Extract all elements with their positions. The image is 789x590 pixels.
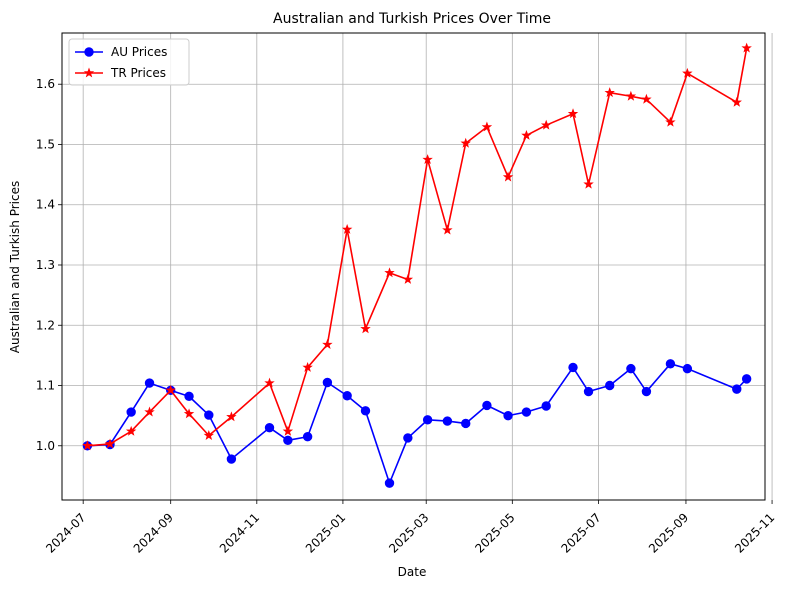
data-point-tr [282, 425, 294, 436]
legend: AU Prices TR Prices [68, 38, 190, 86]
data-point-au [568, 362, 578, 373]
legend-marker-tr [83, 67, 95, 78]
data-point-au [322, 377, 333, 388]
data-point-tr [567, 108, 579, 119]
data-point-au [461, 418, 471, 429]
data-point-tr [741, 42, 752, 53]
data-point-au [682, 363, 693, 374]
data-point-au [226, 454, 237, 464]
data-point-tr [183, 408, 195, 419]
data-point-au [342, 391, 352, 401]
data-point-tr [604, 87, 615, 98]
data-point-au [384, 478, 395, 488]
data-point-au [583, 386, 594, 397]
data-point-tr [144, 406, 155, 417]
chart-title: Australian and Turkish Prices Over Time [273, 11, 551, 27]
y-tick-label: 1.5 [36, 137, 55, 151]
plot-area [61, 32, 773, 501]
data-point-tr [442, 224, 453, 235]
data-point-tr [625, 90, 637, 101]
data-point-au [626, 363, 636, 374]
y-tick-label: 1.6 [36, 77, 55, 91]
data-point-au [541, 401, 551, 411]
data-point-tr [341, 223, 353, 234]
data-point-tr [264, 377, 275, 388]
data-point-au [403, 433, 413, 443]
data-point-tr [731, 96, 742, 107]
y-axis-label: Australian and Turkish Prices [8, 181, 22, 353]
y-tick-label: 1.0 [36, 439, 55, 453]
y-tick-label: 1.2 [36, 318, 55, 332]
data-point-au [144, 378, 155, 388]
legend-label-tr: TR Prices [110, 66, 166, 80]
data-point-au [283, 435, 293, 446]
y-tick-label: 1.1 [36, 379, 55, 393]
data-point-au [204, 410, 214, 420]
data-point-au [732, 384, 742, 394]
data-point-tr [682, 67, 693, 78]
legend-item-tr: TR Prices [75, 66, 166, 80]
data-point-tr [322, 339, 333, 349]
data-point-tr [402, 273, 414, 284]
data-point-au [360, 406, 371, 416]
data-point-au [521, 407, 532, 417]
legend-marker-au [84, 47, 94, 57]
data-point-au [264, 422, 275, 433]
data-point-tr [360, 323, 371, 334]
data-point-au [741, 374, 752, 384]
data-point-tr [481, 121, 493, 132]
y-axis: 1.0 1.1 1.2 1.3 1.4 1.5 1.6 [36, 77, 62, 453]
y-tick-label: 1.4 [36, 198, 55, 212]
data-point-tr [521, 129, 532, 140]
data-point-tr [165, 384, 176, 395]
data-point-au [665, 359, 676, 369]
grid [62, 33, 773, 500]
series-tr [82, 42, 752, 451]
data-point-tr [302, 361, 313, 372]
plot-frame [61, 32, 766, 501]
data-point-au [126, 407, 136, 417]
data-point-tr [384, 267, 395, 278]
data-point-tr [82, 440, 93, 451]
data-point-tr [540, 119, 552, 130]
series-layer [82, 42, 752, 488]
data-point-au [605, 380, 615, 391]
data-point-tr [125, 425, 137, 436]
legend-label-au: AU Prices [111, 45, 167, 59]
data-point-tr [460, 137, 471, 148]
data-point-au [482, 400, 492, 411]
data-point-tr [422, 154, 433, 164]
y-tick-label: 1.3 [36, 258, 55, 272]
legend-item-au: AU Prices [75, 45, 167, 59]
data-point-au [422, 415, 433, 425]
data-point-au [503, 410, 513, 421]
plot-background [62, 33, 765, 500]
data-point-tr [104, 438, 116, 449]
data-point-au [184, 391, 194, 402]
data-point-tr [502, 171, 514, 182]
data-point-au [641, 386, 652, 397]
data-point-tr [226, 411, 237, 422]
data-point-au [442, 416, 453, 426]
data-point-tr [665, 116, 676, 127]
data-point-tr [583, 178, 594, 189]
data-point-tr [203, 430, 215, 440]
data-point-tr [641, 93, 652, 104]
data-point-au [302, 432, 313, 442]
x-axis-label: Date [398, 565, 427, 579]
